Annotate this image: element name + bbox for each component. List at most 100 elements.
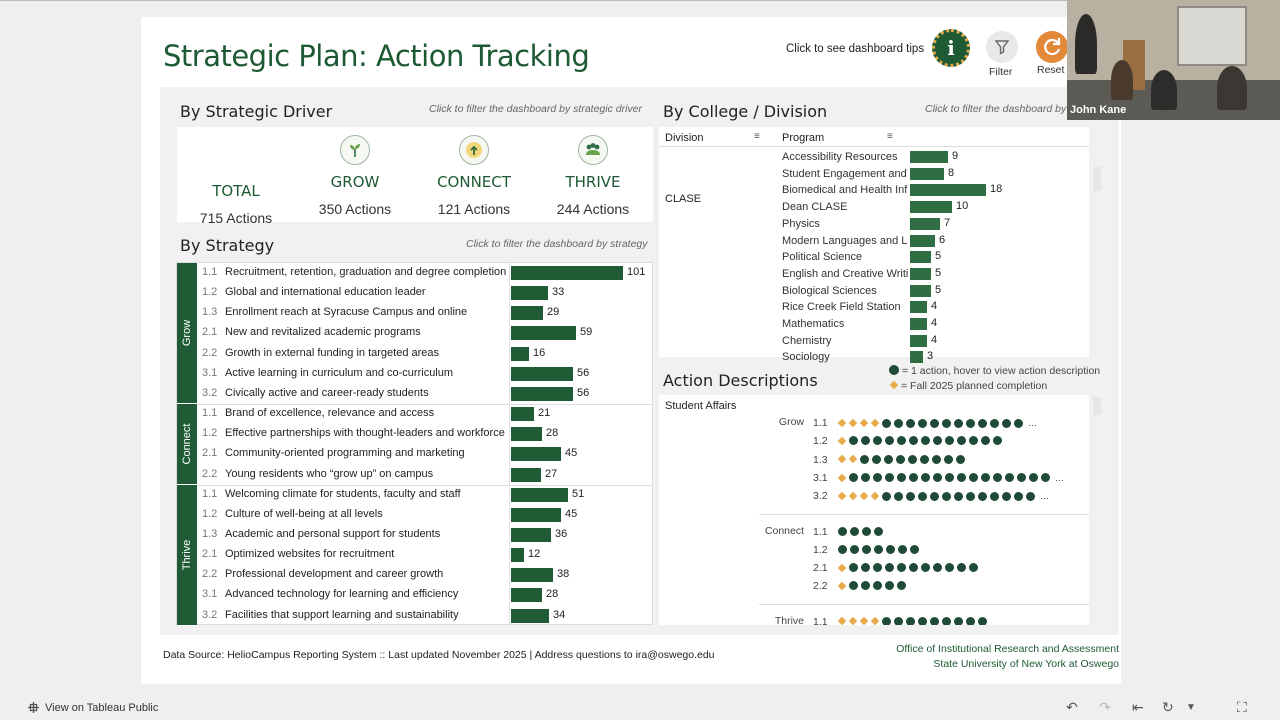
strategy-bar[interactable] xyxy=(511,286,548,301)
action-dot[interactable] xyxy=(933,436,942,446)
program-bar[interactable] xyxy=(910,217,940,230)
action-dot[interactable] xyxy=(1017,473,1026,483)
strategy-bar[interactable] xyxy=(511,326,576,341)
action-dot[interactable] xyxy=(850,526,859,536)
group-band-grow[interactable]: Grow xyxy=(177,263,197,405)
office-name[interactable]: Office of Institutional Research and Ass… xyxy=(896,643,1119,655)
kpi-total[interactable]: TOTAL 715 Actions xyxy=(176,174,296,226)
action-dot[interactable] xyxy=(908,454,917,464)
action-dot[interactable] xyxy=(930,491,939,501)
action-dot[interactable] xyxy=(1041,473,1050,483)
action-dot[interactable] xyxy=(906,491,915,501)
planned-completion-diamond[interactable] xyxy=(837,454,847,464)
strategy-bar[interactable] xyxy=(511,386,573,401)
planned-completion-diamond[interactable] xyxy=(870,418,880,428)
strategy-row[interactable]: 3.1 Active learning in curriculum and co-… xyxy=(199,364,654,384)
action-dot[interactable] xyxy=(906,616,915,625)
action-dot[interactable] xyxy=(898,544,907,554)
action-dot[interactable] xyxy=(873,436,882,446)
strategy-row[interactable]: 3.2 Civically active and career-ready stu… xyxy=(199,384,654,404)
action-dot[interactable] xyxy=(969,563,978,573)
action-dot[interactable] xyxy=(849,473,858,483)
action-dot[interactable] xyxy=(978,616,987,625)
action-dot[interactable] xyxy=(862,544,871,554)
strategy-bar[interactable] xyxy=(511,608,549,623)
action-dot[interactable] xyxy=(942,491,951,501)
descriptions-scrollbar[interactable] xyxy=(1093,397,1101,415)
video-feed[interactable]: John Kane xyxy=(1067,0,1280,120)
redo-icon[interactable]: ↷ xyxy=(1099,699,1111,715)
program-bar[interactable] xyxy=(910,201,952,214)
kpi-connect[interactable]: CONNECT 121 Actions xyxy=(414,135,534,217)
action-dot[interactable] xyxy=(978,418,987,428)
planned-completion-diamond[interactable] xyxy=(837,563,847,572)
strategy-bar[interactable] xyxy=(511,588,542,603)
action-dot[interactable] xyxy=(966,491,975,501)
dashboard-tips-text[interactable]: Click to see dashboard tips xyxy=(786,43,925,55)
group-band-thrive[interactable]: Thrive xyxy=(177,484,197,626)
program-row[interactable]: Political Science 5 xyxy=(659,249,1089,266)
chevron-down-icon[interactable]: ▼ xyxy=(1186,702,1196,713)
planned-completion-diamond[interactable] xyxy=(859,616,869,625)
action-dot[interactable] xyxy=(1029,473,1038,483)
program-bar[interactable] xyxy=(910,351,923,364)
action-dot[interactable] xyxy=(882,418,891,428)
reset-button[interactable] xyxy=(1036,31,1068,63)
action-dot[interactable] xyxy=(945,563,954,573)
action-dot[interactable] xyxy=(874,544,883,554)
action-dot[interactable] xyxy=(918,491,927,501)
share-icon[interactable]: ↻ xyxy=(1162,699,1174,715)
group-band-connect[interactable]: Connect xyxy=(177,404,197,485)
strategy-row[interactable]: 2.1 New and revitalized academic programs… xyxy=(199,323,654,343)
strategy-bar[interactable] xyxy=(511,527,551,542)
action-dot[interactable] xyxy=(921,473,930,483)
action-dot[interactable] xyxy=(918,418,927,428)
planned-completion-diamond[interactable] xyxy=(837,473,847,483)
action-dot[interactable] xyxy=(894,418,903,428)
info-icon[interactable]: i xyxy=(932,29,970,67)
action-dot[interactable] xyxy=(885,563,894,573)
action-dot[interactable] xyxy=(850,544,859,554)
action-dot[interactable] xyxy=(882,616,891,625)
strategy-row[interactable]: 2.1 Optimized websites for recruitment 12 xyxy=(199,545,654,565)
action-dot[interactable] xyxy=(993,436,1002,446)
strategy-row[interactable]: 1.1 Welcoming climate for students, facul… xyxy=(199,485,654,505)
action-dot[interactable] xyxy=(910,544,919,554)
action-dot[interactable] xyxy=(921,563,930,573)
action-dot[interactable] xyxy=(838,526,847,536)
planned-completion-diamond[interactable] xyxy=(837,491,847,501)
action-dot[interactable] xyxy=(966,616,975,625)
action-dot[interactable] xyxy=(957,563,966,573)
action-dot[interactable] xyxy=(1002,491,1011,501)
action-dot[interactable] xyxy=(981,436,990,446)
strategy-row[interactable]: 2.2 Growth in external funding in targete… xyxy=(199,344,654,364)
planned-completion-diamond[interactable] xyxy=(848,491,858,501)
action-dot[interactable] xyxy=(861,436,870,446)
strategy-bar[interactable] xyxy=(511,568,553,583)
program-row[interactable]: Chemistry 4 xyxy=(659,333,1089,350)
strategy-row[interactable]: 1.2 Global and international education le… xyxy=(199,283,654,303)
strategy-bar[interactable] xyxy=(511,407,534,422)
action-dot[interactable] xyxy=(894,491,903,501)
action-dot[interactable] xyxy=(909,563,918,573)
college-scrollbar[interactable] xyxy=(1093,167,1101,191)
program-row[interactable]: Rice Creek Field Station 4 xyxy=(659,299,1089,316)
program-bar[interactable] xyxy=(910,284,931,297)
fullscreen-icon[interactable]: ⛶ xyxy=(1237,699,1247,715)
kpi-grow[interactable]: GROW 350 Actions xyxy=(295,135,415,217)
action-dot[interactable] xyxy=(921,436,930,446)
action-dot[interactable] xyxy=(861,563,870,573)
action-dot[interactable] xyxy=(978,491,987,501)
sort-icon[interactable]: ≡ xyxy=(754,131,760,142)
action-dot[interactable] xyxy=(909,436,918,446)
university-name[interactable]: State University of New York at Oswego xyxy=(933,658,1119,670)
program-bar[interactable] xyxy=(910,334,927,347)
action-dot[interactable] xyxy=(942,418,951,428)
action-dot[interactable] xyxy=(954,491,963,501)
strategy-row[interactable]: 1.2 Culture of well-being at all levels 45 xyxy=(199,505,654,525)
action-dot[interactable] xyxy=(1005,473,1014,483)
action-dot[interactable] xyxy=(873,563,882,573)
action-dot[interactable] xyxy=(990,491,999,501)
action-dot[interactable] xyxy=(954,418,963,428)
action-dot[interactable] xyxy=(897,581,906,591)
